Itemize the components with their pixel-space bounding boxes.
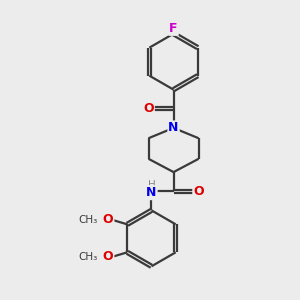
Text: O: O: [103, 213, 113, 226]
Text: F: F: [169, 22, 178, 35]
Text: N: N: [168, 122, 179, 134]
Text: O: O: [193, 185, 204, 198]
Text: CH₃: CH₃: [78, 252, 97, 262]
Text: O: O: [143, 102, 154, 115]
Text: H: H: [148, 180, 155, 190]
Text: N: N: [146, 186, 157, 199]
Text: CH₃: CH₃: [78, 215, 97, 225]
Text: O: O: [103, 250, 113, 263]
